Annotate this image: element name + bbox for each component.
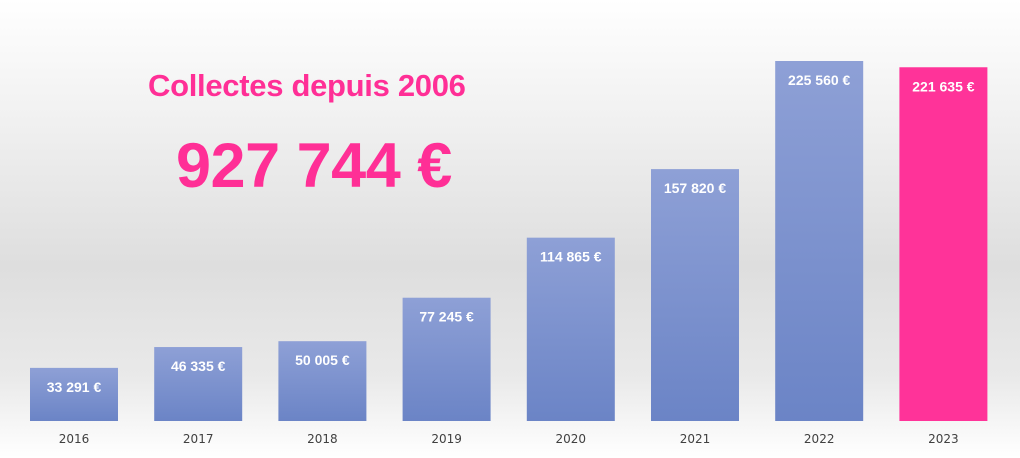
bar-2020	[526, 237, 615, 421]
x-tick-label-2016: 2016	[59, 432, 90, 446]
chart-headline: Collectes depuis 2006	[148, 68, 466, 103]
bar-2018	[278, 341, 367, 421]
bar-2021	[651, 169, 739, 421]
value-label-2018: 50 005 €	[295, 352, 350, 368]
x-tick-label-2020: 2020	[556, 432, 587, 446]
x-tick-label-2017: 2017	[183, 432, 214, 446]
value-label-2019: 77 245 €	[419, 309, 474, 325]
bar-2023	[899, 67, 988, 422]
value-label-2021: 157 820 €	[664, 180, 726, 196]
x-tick-label-2021: 2021	[680, 432, 711, 446]
value-label-2017: 46 335 €	[171, 358, 226, 374]
bar-2019	[402, 297, 491, 421]
value-label-2023: 221 635 €	[912, 78, 974, 94]
x-tick-label-2019: 2019	[431, 432, 462, 446]
labels-layer: 33 291 € 2016 46 335 € 2017 50 005 € 2018 77 2…	[47, 72, 975, 446]
value-label-2020: 114 865 €	[540, 249, 602, 265]
x-tick-label-2022: 2022	[804, 432, 835, 446]
value-label-2022: 225 560 €	[788, 72, 850, 88]
x-tick-label-2023: 2023	[928, 432, 959, 446]
bar-2022	[775, 61, 864, 421]
x-tick-label-2018: 2018	[307, 432, 338, 446]
total-amount: 927 744 €	[176, 131, 452, 201]
bar-2017	[154, 347, 243, 421]
value-label-2016: 33 291 €	[47, 379, 102, 395]
bar-2016	[30, 367, 118, 421]
bars-layer	[30, 61, 988, 422]
